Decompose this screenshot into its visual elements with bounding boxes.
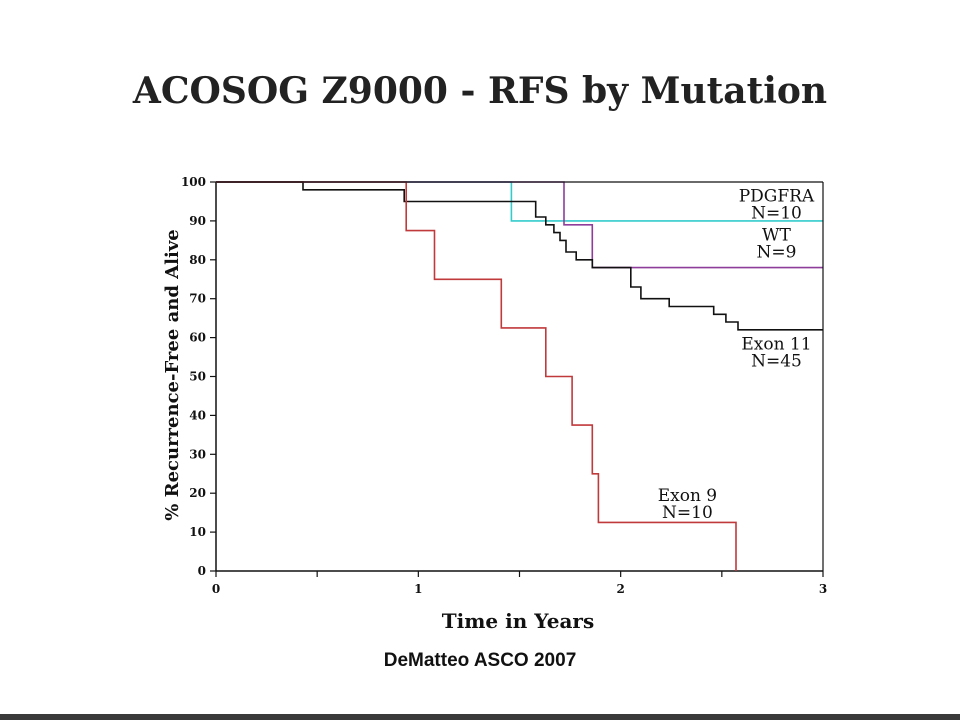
y-tick-label: 100	[181, 175, 206, 189]
y-tick-label: 10	[189, 525, 206, 539]
y-axis-label: % Recurrence-Free and Alive	[162, 229, 183, 521]
y-tick-label: 40	[189, 408, 206, 422]
chart-series	[216, 181, 823, 571]
y-tick-label: 30	[189, 447, 206, 461]
y-tick-label: 60	[189, 331, 206, 345]
y-tick-label: 20	[189, 486, 206, 500]
series-annotation-exon-9: N=10	[662, 503, 713, 523]
series-line-exon-9	[216, 181, 737, 571]
series-line-exon-11	[216, 181, 823, 331]
y-tick-label: 70	[189, 292, 206, 306]
series-annotation-exon-9: Exon 9	[658, 486, 717, 506]
series-line-wt	[216, 181, 823, 269]
series-annotation-exon-11: N=45	[751, 351, 802, 371]
chart-frame	[216, 181, 824, 571]
series-annotation-wt: WT	[762, 225, 791, 245]
slide-title: ACOSOG Z9000 - RFS by Mutation	[132, 70, 828, 112]
x-tick-label: 3	[819, 582, 827, 596]
y-tick-label: 0	[198, 564, 206, 578]
series-annotation-pdgfra: PDGFRA	[739, 186, 815, 206]
x-tick-label: 0	[212, 582, 220, 596]
y-tick-label: 90	[189, 214, 206, 228]
y-tick-label: 50	[189, 370, 206, 384]
y-tick-label: 80	[189, 253, 206, 267]
bottom-rule	[0, 714, 960, 720]
x-axis-label: Time in Years	[442, 609, 594, 633]
chart-axes: 0 10 20 30 40 50 60 70 80 90 100 0 1 2 3	[181, 175, 827, 596]
series-annotation-pdgfra: N=10	[751, 203, 802, 223]
x-tick-label: 1	[414, 582, 422, 596]
series-annotation-exon-11: Exon 11	[741, 334, 811, 354]
footer-credit: DeMatteo ASCO 2007	[383, 650, 577, 671]
x-tick-label: 2	[616, 582, 624, 596]
series-annotation-wt: N=9	[756, 242, 796, 262]
